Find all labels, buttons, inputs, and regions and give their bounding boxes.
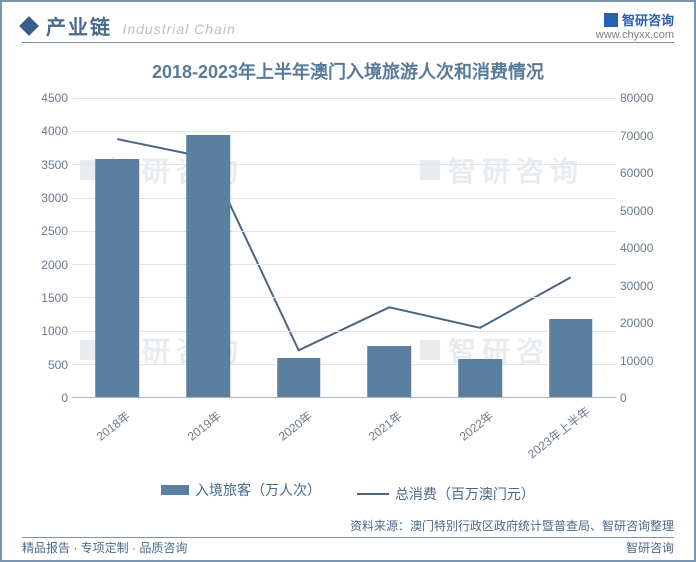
bar <box>96 159 140 397</box>
y-left-tick: 3500 <box>28 159 72 171</box>
legend-line-swatch <box>357 493 389 495</box>
x-tick-label: 2018年 <box>93 407 134 444</box>
y-right-tick: 20000 <box>616 317 668 329</box>
gridline <box>72 331 616 332</box>
legend-bar: 入境旅客（万人次） <box>161 480 321 500</box>
x-tick-label: 2021年 <box>365 407 406 444</box>
bar <box>186 135 230 397</box>
x-tick-label: 2022年 <box>456 407 497 444</box>
y-left-axis: 050010001500200025003000350040004500 <box>28 98 72 398</box>
gridline <box>72 264 616 265</box>
gridline <box>72 297 616 298</box>
y-right-tick: 50000 <box>616 205 668 217</box>
y-left-tick: 4000 <box>28 125 72 137</box>
logo-url: www.chyxx.com <box>596 29 674 41</box>
y-right-tick: 10000 <box>616 355 668 367</box>
bar <box>277 358 321 397</box>
legend-line-label: 总消费（百万澳门元） <box>395 484 535 504</box>
section-sublabel: Industrial Chain <box>122 21 235 37</box>
y-right-axis: 0100002000030000400005000060000700008000… <box>616 98 668 398</box>
header-left: 产业链 Industrial Chain <box>22 11 236 40</box>
x-axis-labels: 2018年 2019年 2020年 2021年 2022年 2023年上半年 <box>72 406 616 466</box>
chart-area: 050010001500200025003000350040004500 010… <box>28 98 668 428</box>
y-right-tick: 30000 <box>616 280 668 292</box>
legend-line: 总消费（百万澳门元） <box>357 484 535 504</box>
footer: 精品报告 · 专项定制 · 品质咨询 智研咨询 <box>22 539 674 556</box>
gridline <box>72 231 616 232</box>
header-separator <box>22 42 674 43</box>
y-right-tick: 40000 <box>616 242 668 254</box>
y-right-tick: 0 <box>616 392 668 404</box>
section-label: 产业链 <box>46 17 112 39</box>
x-tick-label: 2019年 <box>184 407 225 444</box>
legend-bar-label: 入境旅客（万人次） <box>195 480 321 500</box>
legend: 入境旅客（万人次） 总消费（百万澳门元） <box>0 480 696 504</box>
logo-text: 智研咨询 <box>622 10 674 29</box>
gridline <box>72 164 616 165</box>
y-left-tick: 2500 <box>28 225 72 237</box>
gridline <box>72 364 616 365</box>
plot-area <box>72 98 616 398</box>
gridline <box>72 131 616 132</box>
y-right-tick: 70000 <box>616 130 668 142</box>
y-left-tick: 4500 <box>28 92 72 104</box>
legend-bar-swatch <box>161 485 189 495</box>
bar <box>368 346 412 397</box>
logo-block: 智研咨询 www.chyxx.com <box>596 10 674 41</box>
x-tick-label: 2020年 <box>274 407 315 444</box>
footer-left: 精品报告 · 专项定制 · 品质咨询 <box>22 539 187 556</box>
y-left-tick: 0 <box>28 392 72 404</box>
y-right-tick: 80000 <box>616 92 668 104</box>
y-left-tick: 1500 <box>28 292 72 304</box>
header: 产业链 Industrial Chain 智研咨询 www.chyxx.com <box>22 10 674 41</box>
diamond-icon <box>19 16 39 36</box>
y-left-tick: 1000 <box>28 325 72 337</box>
bar <box>549 319 593 397</box>
bar <box>458 359 502 397</box>
logo-icon <box>604 13 618 27</box>
chart-title: 2018-2023年上半年澳门入境旅游人次和消费情况 <box>0 58 696 84</box>
y-left-tick: 2000 <box>28 259 72 271</box>
line-series-svg <box>72 98 616 397</box>
source-text: 资料来源：澳门特别行政区政府统计暨普查局、智研咨询整理 <box>350 517 674 534</box>
y-left-tick: 500 <box>28 359 72 371</box>
footer-right: 智研咨询 <box>626 539 674 556</box>
y-right-tick: 60000 <box>616 167 668 179</box>
gridline <box>72 198 616 199</box>
x-tick-label: 2023年上半年 <box>524 403 593 462</box>
footer-separator <box>22 537 674 538</box>
gridline <box>72 98 616 99</box>
y-left-tick: 3000 <box>28 192 72 204</box>
